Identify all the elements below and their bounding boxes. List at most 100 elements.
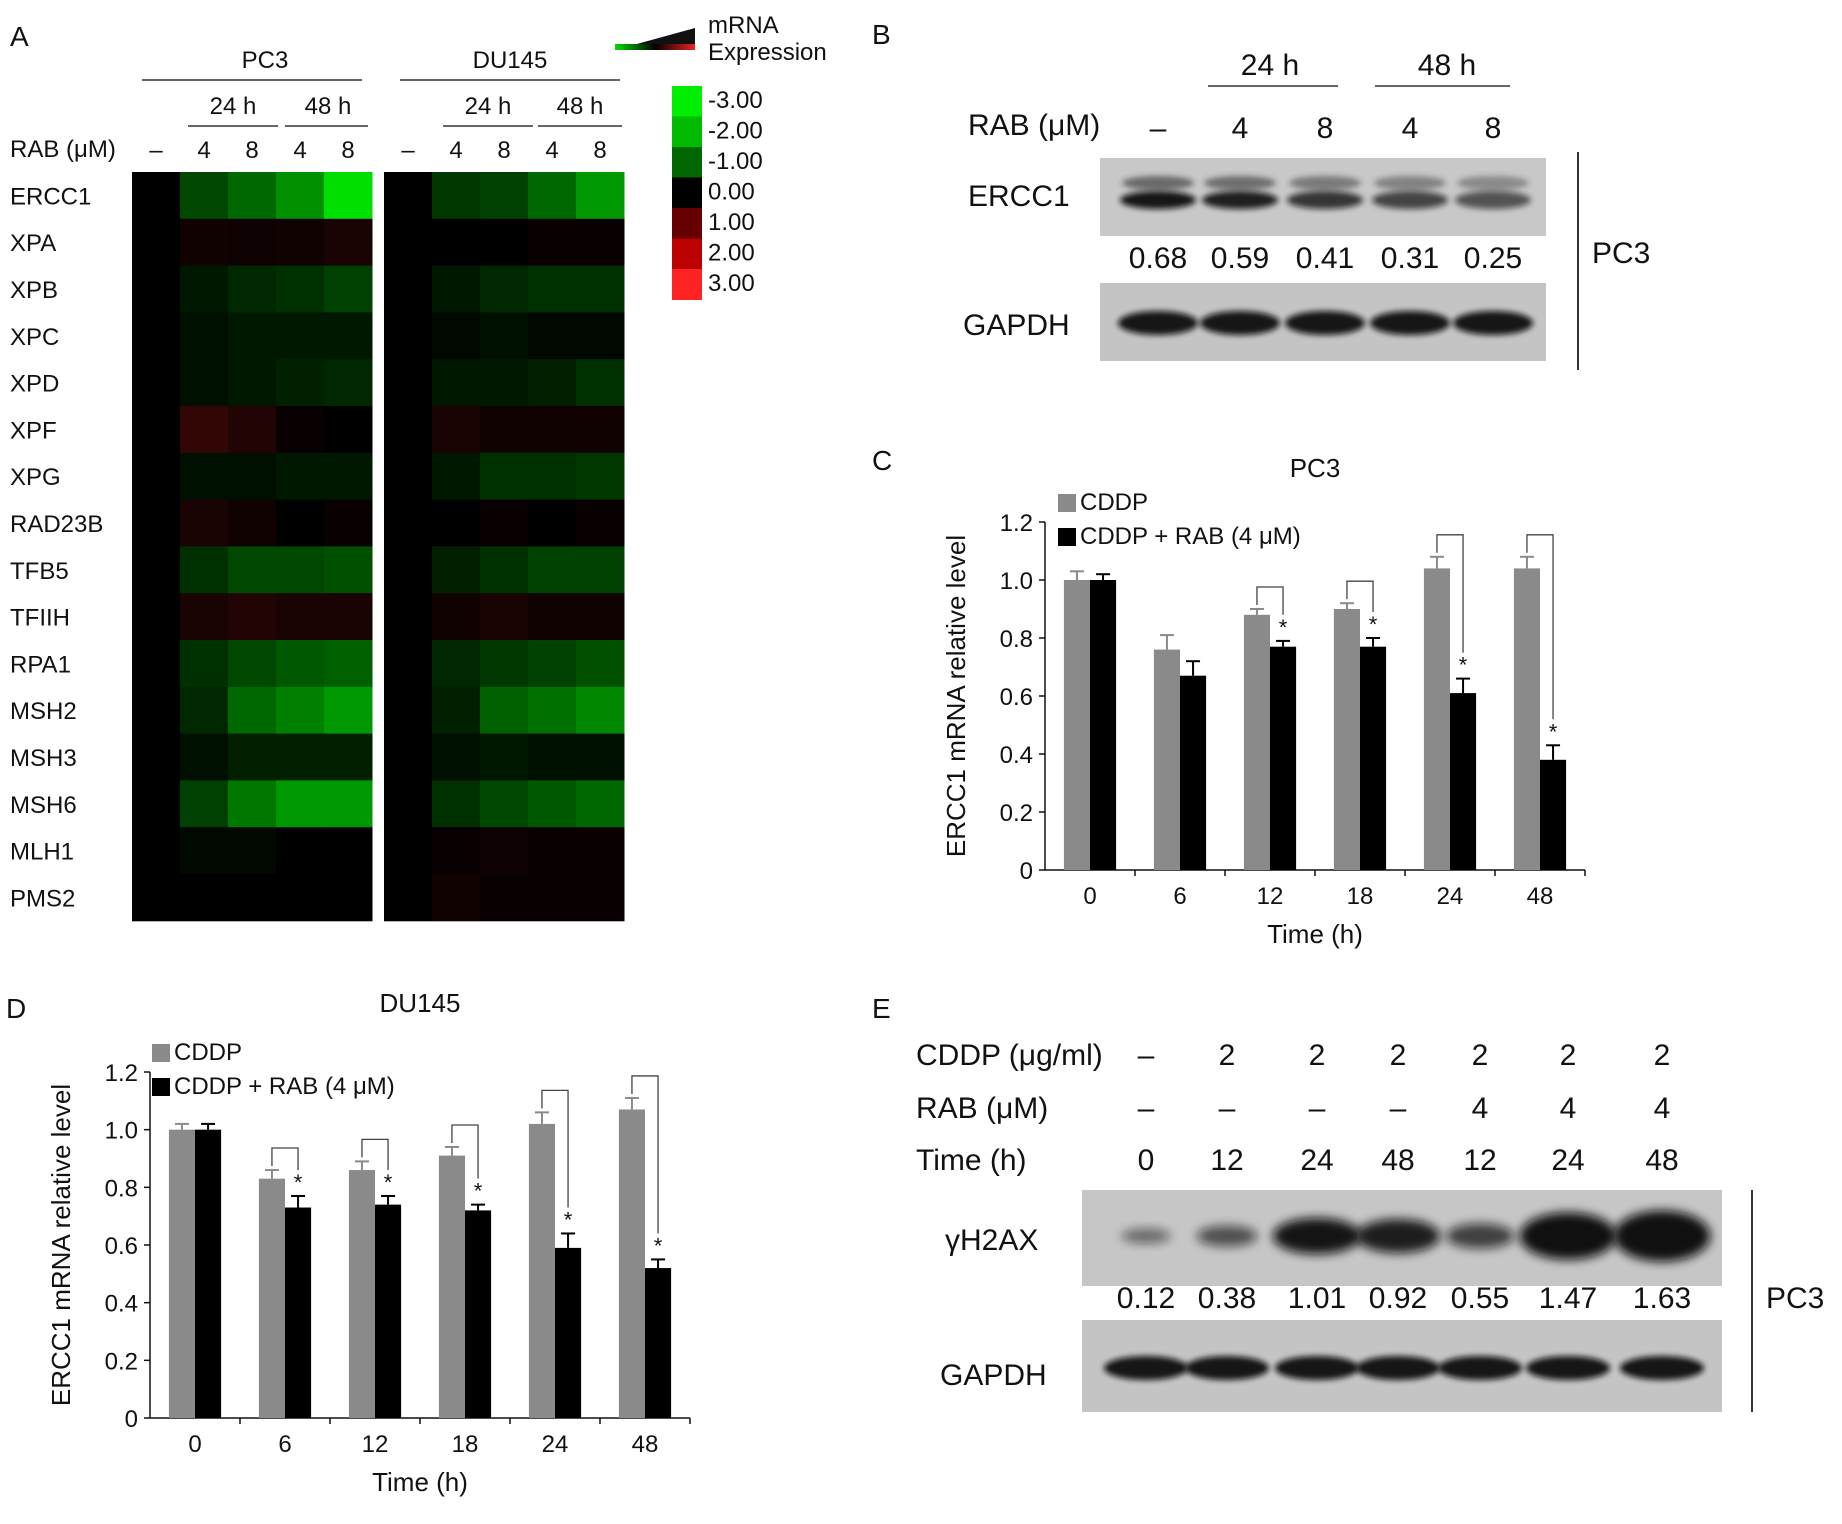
heatmap-cell-du145-pms2-3	[528, 874, 577, 922]
heatmap-cell-pc3-xpd-2	[228, 359, 277, 407]
heatmap-cell-du145-mlh1-2	[480, 827, 529, 875]
chart-c-y-tick-label: 0.8	[1000, 626, 1033, 653]
heatmap-cell-pc3-tfb5-0	[132, 546, 181, 594]
chart-c-significance-marker: *	[1279, 615, 1288, 640]
legend-swatch-4	[672, 208, 702, 239]
heatmap-cell-du145-xpa-4	[576, 218, 625, 267]
blot-e-quant-6: 1.63	[1633, 1282, 1691, 1315]
heatmap-cell-pc3-mlh1-1	[180, 827, 229, 875]
blot-b-ercc1-upper-band-1	[1204, 176, 1276, 190]
chart-c-title: PC3	[1290, 453, 1341, 483]
blot-e-quant-3: 0.92	[1369, 1282, 1427, 1315]
blot-b-cellline: PC3	[1592, 237, 1650, 270]
heatmap-cell-pc3-xpc-4	[324, 312, 373, 360]
heatmap-cell-pc3-tfb5-2	[228, 546, 277, 594]
heatmap-cell-du145-msh2-4	[576, 686, 625, 735]
chart-d-legend-swatch-1	[152, 1078, 170, 1096]
blot-b-gapdh-band-0	[1118, 311, 1198, 335]
blot-b-gapdh-band-1	[1200, 311, 1280, 335]
chart-c-bar-cddp-rab-12	[1270, 646, 1297, 870]
blot-e-row-1-value-0: –	[1138, 1092, 1155, 1125]
heatmap-cell-du145-rpa1-0	[384, 640, 433, 688]
chart-c-x-tick-label: 18	[1347, 883, 1374, 910]
chart-d-y-label: ERCC1 mRNA relative level	[46, 1084, 76, 1406]
blot-b-quant-3: 0.31	[1381, 242, 1439, 275]
heatmap-cell-du145-pms2-0	[384, 874, 433, 922]
heatmap-cell-pc3-ercc1-0	[132, 172, 181, 220]
blot-b-time-24h: 24 h	[1241, 49, 1299, 82]
heatmap-cell-pc3-xpb-1	[180, 265, 229, 313]
heatmap-cell-pc3-msh3-2	[228, 733, 277, 781]
heatmap-cell-pc3-pms2-1	[180, 874, 229, 922]
heatmap-cell-pc3-rad23b-2	[228, 499, 277, 547]
chart-d-x-tick-label: 12	[362, 1431, 389, 1458]
blot-b-quant-0: 0.68	[1129, 242, 1187, 275]
panel-a: A PC3 DU145 24 h 48 h 24 h 48 h RAB (μM)…	[10, 12, 827, 922]
chart-d-bar-cddp-18	[438, 1155, 465, 1418]
heatmap-cell-pc3-msh6-0	[132, 780, 181, 828]
heatmap-cell-du145-xpd-3	[528, 359, 577, 407]
heatmap-cell-du145-xpa-1	[432, 218, 481, 267]
legend-tick-0: -3.00	[708, 87, 763, 114]
blot-e-gapdh-band-0	[1104, 1356, 1188, 1380]
heatmap-cell-du145-xpf-3	[528, 406, 577, 454]
heatmap-cell-pc3-xpa-1	[180, 218, 229, 267]
heatmap-cell-pc3-xpa-4	[324, 218, 373, 267]
heatmap-cell-pc3-xpc-3	[276, 312, 325, 360]
blot-b-gapdh-band-2	[1285, 311, 1365, 335]
heatmap-cell-pc3-msh3-0	[132, 733, 181, 781]
blot-e-gapdh-band-6	[1620, 1356, 1704, 1380]
chart-d-significance-marker: *	[384, 1170, 393, 1195]
blot-e-control-label: GAPDH	[940, 1359, 1047, 1392]
blot-e-condition-rows: CDDP (μg/ml) – 2 2 2 2 2 2 RAB (μM) – – – – 4 4 4 Time (…	[916, 1039, 1679, 1177]
chart-c-legend-swatch-1	[1058, 528, 1076, 546]
heatmap-cell-du145-xpg-3	[528, 452, 577, 501]
chart-d-x-label: Time (h)	[372, 1467, 468, 1497]
blot-e-gapdh-bands	[1104, 1356, 1704, 1380]
heatmap-cell-du145-xpb-3	[528, 265, 577, 313]
heatmap-cell-du145-xpb-4	[576, 265, 625, 313]
heatmap-dose-du145-4: 8	[593, 137, 606, 164]
blot-b-ercc1-upper-band-2	[1289, 176, 1361, 190]
heatmap-dose-labels: – 4 8 4 8 – 4 8 4 8	[149, 137, 606, 164]
chart-d-significance-marker: *	[294, 1170, 303, 1195]
chart-d-x-tick-label: 24	[542, 1431, 569, 1458]
heatmap-gene-label: TFB5	[10, 558, 69, 585]
heatmap-cell-pc3-tfiih-1	[180, 593, 229, 641]
chart-c-significance-marker: *	[1459, 653, 1468, 678]
heatmap-cell-pc3-xpf-1	[180, 406, 229, 454]
blot-e-protein-label: γH2AX	[945, 1224, 1038, 1257]
heatmap-cell-du145-xpg-0	[384, 452, 433, 501]
legend-swatch-6	[672, 269, 702, 300]
blot-b-gapdh-band-4	[1453, 311, 1533, 335]
blot-b-ercc1-band-0	[1120, 191, 1196, 209]
heatmap-cell-pc3-rpa1-2	[228, 640, 277, 688]
chart-d-bar-cddp-rab-48	[645, 1268, 672, 1418]
chart-d-y-tick-label: 1.0	[105, 1118, 138, 1145]
heatmap-cell-pc3-rad23b-3	[276, 499, 325, 547]
heatmap-cell-du145-rpa1-3	[528, 640, 577, 688]
heatmap-gene-label: XPB	[10, 277, 58, 304]
heatmap-cell-pc3-xpg-4	[324, 452, 373, 501]
chart-c-y-tick-label: 0.4	[1000, 742, 1033, 769]
chart-c-x-tick-label: 0	[1083, 883, 1096, 910]
blot-e-row-label-2: Time (h)	[916, 1144, 1027, 1177]
heatmap-cell-pc3-msh2-3	[276, 686, 325, 735]
blot-e-row-0-value-4: 2	[1472, 1039, 1489, 1072]
heatmap-cell-pc3-xpg-0	[132, 452, 181, 501]
blot-e-row-2-value-1: 12	[1210, 1144, 1243, 1177]
heatmap-cell-pc3-tfiih-0	[132, 593, 181, 641]
blot-b-ercc1-upper-band-3	[1374, 176, 1446, 190]
legend-swatches	[672, 86, 702, 300]
heatmap-cell-pc3-tfiih-4	[324, 593, 373, 641]
panel-c: C PC3 0 0.2 0.4 0.6 0.8 1.0 1.2 0 6 12 * 18 * 24 * 48 * Ti…	[872, 445, 1586, 949]
panel-a-label: A	[10, 21, 29, 52]
heatmap-cell-pc3-msh2-2	[228, 686, 277, 735]
heatmap-cell-du145-xpc-3	[528, 312, 577, 360]
chart-c-legend-label-0: CDDP	[1080, 489, 1148, 516]
heatmap-cell-du145-tfiih-3	[528, 593, 577, 641]
chart-d-y-tick-label: 0.4	[105, 1291, 138, 1318]
chart-c-bar-cddp-6	[1153, 649, 1180, 870]
chart-c-legend-swatch-0	[1058, 494, 1076, 512]
